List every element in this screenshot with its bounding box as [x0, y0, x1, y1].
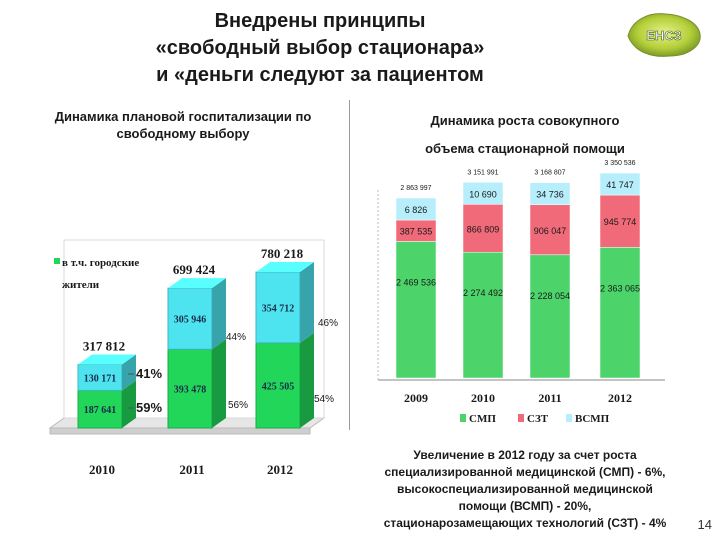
x-tick-2010: 2010	[471, 391, 495, 405]
legend-label-ВСМП: ВСМП	[575, 413, 610, 425]
bar-top-2012	[256, 261, 314, 272]
x-tick-2012: 2012	[608, 391, 632, 405]
total-label-2011: 699 424	[173, 262, 216, 277]
bar-label-2012-СМП: 2 363 065	[600, 283, 640, 293]
percent-annotation-1: 59%	[136, 400, 162, 415]
title-line-1: Внедрены принципы	[214, 10, 426, 32]
note-line-1: Увеличение в 2012 году за счет роста	[413, 448, 637, 462]
bar-2010-СЗТ	[462, 204, 504, 253]
bar-label-2012-s0: 425 505	[262, 381, 295, 392]
x-tick-2011: 2011	[538, 391, 561, 405]
chart-floor-edge	[49, 427, 311, 435]
bar-side-2012-s0	[300, 332, 314, 428]
bar-label-2012-ВСМП: 41 747	[606, 180, 634, 190]
bar-front-2012-s1	[255, 271, 301, 344]
legend-label-СМП: СМП	[469, 413, 496, 425]
bar-2012-СЗТ	[599, 194, 641, 248]
total-label-2009: 2 863 997	[400, 185, 431, 192]
bar-2009-ВСМП	[395, 197, 437, 221]
bar-2011-СЗТ	[529, 204, 571, 256]
total-label-2010: 3 151 991	[467, 169, 498, 176]
bar-label-2011-s0: 393 478	[174, 385, 207, 396]
divider	[349, 100, 350, 430]
bar-side-2011-s1	[212, 278, 226, 350]
logo-map-shape	[627, 13, 701, 57]
legend-label-line-2: жители	[62, 279, 100, 291]
x-tick-2009: 2009	[404, 391, 428, 405]
bar-front-2012-s0	[255, 342, 301, 429]
x-tick-2012: 2012	[267, 462, 293, 477]
legend-label-line-1: в т.ч. городские	[62, 257, 139, 269]
legend-swatch-СМП	[460, 414, 466, 422]
right-chart-title-line-1: Динамика роста совокупного	[430, 113, 620, 128]
bar-label-2009-ВСМП: 6 826	[405, 205, 428, 215]
bar-label-2009-СЗТ: 387 535	[400, 227, 433, 237]
bar-front-2010-s0	[77, 389, 123, 429]
bar-side-2011-s0	[212, 339, 226, 428]
bar-label-2011-ВСМП: 34 736	[536, 190, 564, 200]
bar-top-2011	[168, 278, 226, 289]
left-chart-title: Динамика плановой госпитализации по своб…	[54, 109, 312, 141]
note-line-3: высокоспециализированной медицинской	[397, 482, 653, 496]
bar-label-2010-СМП: 2 274 492	[463, 288, 503, 298]
total-label-2012: 3 350 536	[604, 160, 635, 167]
bar-front-2011-s1	[167, 287, 213, 350]
legend-swatch-city	[54, 258, 60, 264]
legend-swatch-ВСМП	[566, 414, 572, 422]
bar-2011-ВСМП	[529, 182, 571, 205]
percent-annotation-4: 46%	[318, 318, 338, 329]
logo: ЕНСЗ	[627, 13, 701, 57]
note-line-4: помощи (ВСМП) - 20%,	[458, 499, 592, 513]
note-line-5: стационарозамещающих технологий (СЗТ) - …	[383, 516, 667, 530]
bar-side-2010-s0	[122, 380, 136, 428]
bar-label-2012-СЗТ: 945 774	[604, 217, 637, 227]
bar-2010-ВСМП	[462, 182, 504, 205]
x-tick-2010: 2010	[89, 462, 115, 477]
bar-label-2012-s1: 354 712	[262, 303, 295, 314]
bar-front-2011-s0	[167, 348, 213, 429]
bar-label-2010-СЗТ: 866 809	[467, 224, 500, 234]
bar-label-2011-s1: 305 946	[174, 315, 207, 326]
total-label-2010: 317 812	[83, 338, 125, 353]
bar-2009-СМП	[395, 241, 437, 379]
slide-title: Внедрены принципы «свободный выбор стаци…	[60, 8, 580, 89]
right-chart-title-line-2: объема стационарной помощи	[425, 141, 625, 156]
note-line-2: специализированной медицинской (СМП) - 6…	[384, 465, 666, 479]
bar-2012-ВСМП	[599, 172, 641, 196]
total-label-2012: 780 218	[261, 246, 304, 261]
logo-text: ЕНСЗ	[646, 28, 681, 43]
page-number: 14	[697, 517, 712, 532]
legend-label-СЗТ: СЗТ	[527, 413, 549, 425]
bar-2011-СМП	[529, 254, 571, 379]
bar-label-2009-СМП: 2 469 536	[396, 277, 436, 287]
bar-top-2010	[78, 354, 136, 365]
bar-label-2010-s0: 187 641	[84, 405, 117, 416]
percent-annotation-5: 54%	[314, 394, 334, 405]
bar-label-2010-s1: 130 171	[84, 373, 117, 384]
title-line-3: и «деньги следуют за пациентом	[156, 64, 484, 86]
bar-2012-СМП	[599, 247, 641, 379]
summary-note: Увеличение в 2012 году за счет роста спе…	[345, 447, 705, 532]
bar-2010-СМП	[462, 251, 504, 379]
total-label-2011: 3 168 807	[534, 170, 565, 177]
bar-label-2011-СЗТ: 906 047	[534, 226, 567, 236]
bar-side-2012-s1	[300, 261, 314, 343]
percent-annotation-2: 44%	[226, 332, 246, 343]
title-line-2: «свободный выбор стационара»	[155, 37, 485, 59]
percent-annotation-0: 41%	[136, 366, 162, 381]
legend-swatch-СЗТ	[518, 414, 524, 422]
percent-annotation-3: 56%	[228, 400, 248, 411]
bar-label-2011-СМП: 2 228 054	[530, 291, 570, 301]
bar-label-2010-ВСМП: 10 690	[469, 189, 497, 199]
bar-side-2010-s1	[122, 354, 136, 391]
x-tick-2011: 2011	[179, 462, 204, 477]
